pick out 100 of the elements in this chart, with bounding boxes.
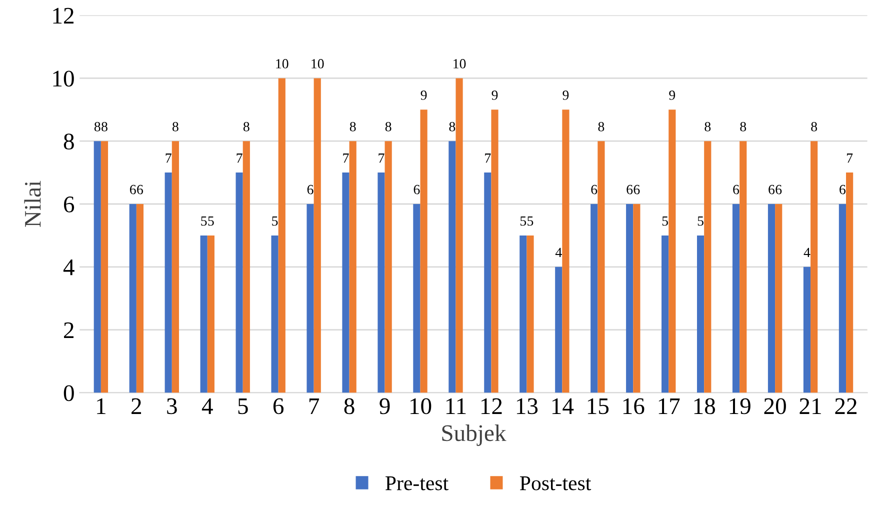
data-label: 8 [243,122,250,132]
bar [668,110,676,393]
x-tick-label: 11 [446,398,466,414]
data-label: 7 [166,154,172,163]
data-label: 9 [420,90,427,100]
bar [306,204,314,393]
data-label: 5 [272,216,278,226]
data-label: 6 [634,184,640,194]
bar [775,204,782,393]
bar [526,235,534,393]
data-label: 10 [312,59,324,68]
bar [413,204,420,393]
data-label: 9 [669,90,676,100]
data-label: 6 [733,184,740,194]
bar [491,110,498,393]
bar [164,172,172,393]
bar [803,266,811,393]
bar [768,204,776,393]
data-label: 9 [562,90,569,100]
x-tick-label: 7 [309,398,320,414]
bar [236,172,243,393]
x-tick-label: 18 [694,398,715,414]
bar [633,204,640,393]
y-axis-title: Nilai [24,180,41,227]
data-label: 7 [378,154,384,163]
bar [94,141,101,393]
data-label: 8 [598,122,604,132]
data-label: 6 [626,184,633,194]
data-label: 5 [208,216,214,226]
x-tick-label: 4 [202,398,213,414]
legend-label: Pre-test [386,476,448,490]
bar [314,78,321,393]
data-label: 6 [768,184,775,194]
bar [378,172,385,393]
data-label: 5 [528,216,534,226]
x-tick-label: 13 [516,398,538,414]
x-tick-label: 9 [380,398,390,414]
x-tick-label: 19 [730,398,750,414]
data-label: 7 [343,154,349,163]
x-tick-label: 1 [97,398,106,414]
y-tick-label: 8 [64,134,74,150]
x-tick-label: 10 [410,398,432,414]
bar [136,204,144,393]
y-tick-label: 12 [53,8,74,24]
bar [278,78,286,393]
data-label: 6 [414,184,420,194]
bar [484,172,492,393]
bar [662,235,669,393]
data-label: 8 [102,122,108,132]
bar [271,235,278,393]
bar [100,141,108,393]
bar [200,235,208,393]
y-tick-label: 10 [53,70,74,87]
x-tick-label: 6 [273,398,284,414]
bar [520,235,527,393]
data-label: 6 [591,184,598,194]
x-axis-title: Subjek [442,424,506,446]
data-label: 8 [350,122,356,132]
bar [696,235,704,393]
data-label: 5 [520,216,526,226]
data-label: 8 [172,122,178,132]
bar [810,141,818,393]
x-tick-label: 2 [132,398,142,414]
x-tick-label: 21 [800,398,821,414]
bar [207,235,214,393]
bar [420,110,428,393]
bar [838,204,846,393]
y-tick-label: 0 [64,385,74,402]
bar [349,141,356,393]
data-label: 6 [307,184,314,194]
bar [172,141,179,393]
data-label: 8 [385,122,392,132]
bar [384,141,392,393]
data-label: 7 [485,154,491,163]
bar [626,204,634,393]
bar [704,141,712,393]
data-label: 5 [662,216,668,226]
data-label: 6 [130,184,136,194]
bar [732,204,740,393]
bar [562,110,570,393]
bar [242,141,250,393]
bar [590,204,598,393]
data-label: 5 [698,216,704,226]
data-label: 7 [236,154,242,163]
bar [342,172,350,393]
y-tick-label: 6 [64,196,74,212]
bar [598,141,605,393]
data-label: 8 [449,122,456,132]
data-label: 7 [847,154,853,163]
data-label: 6 [840,184,846,194]
data-label: 8 [94,122,100,132]
x-tick-label: 17 [658,398,680,414]
data-label: 10 [276,59,288,68]
data-label: 5 [201,216,207,226]
x-tick-label: 3 [167,398,177,414]
data-label: 8 [740,122,746,132]
y-tick-label: 4 [63,260,74,276]
bar [555,266,562,393]
x-tick-label: 5 [238,398,248,414]
data-label: 6 [776,184,782,194]
